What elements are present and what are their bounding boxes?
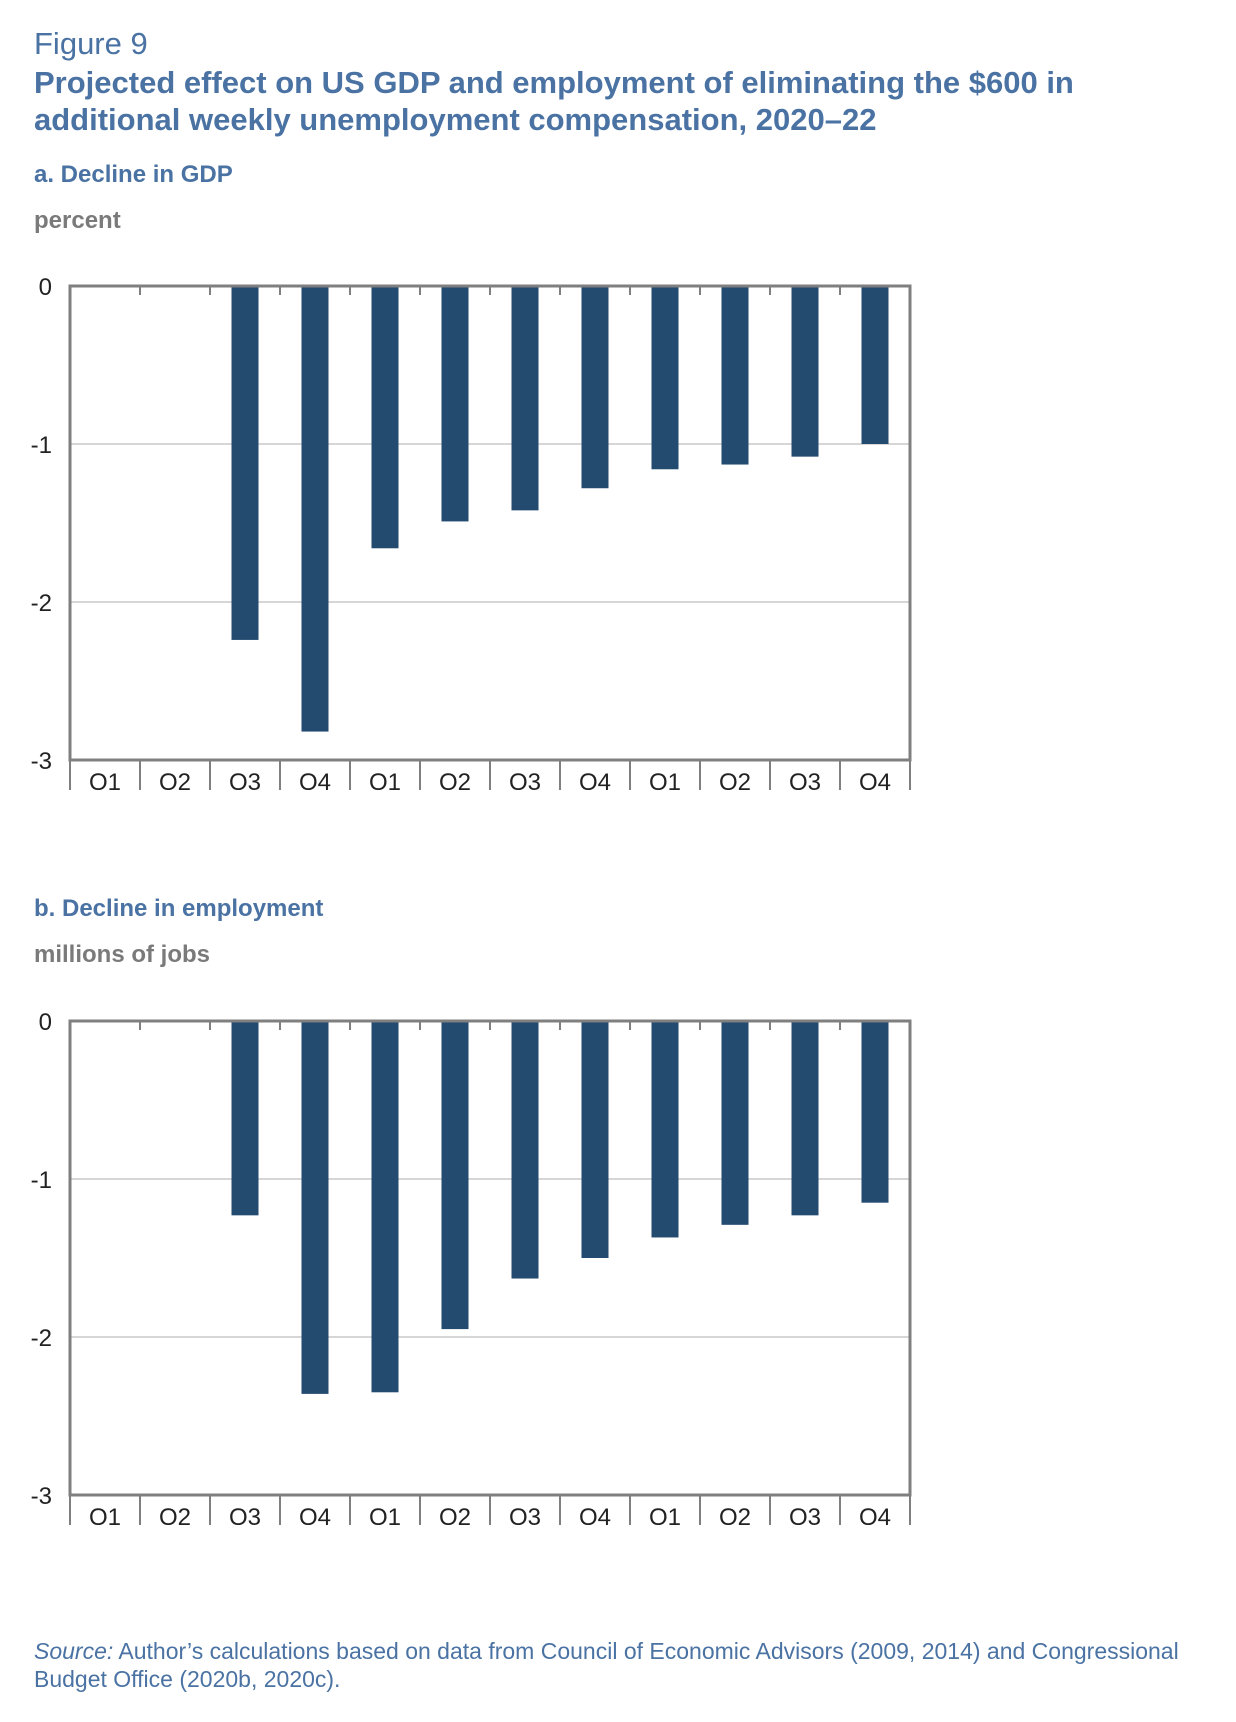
- bar-2022-q3: [791, 286, 819, 457]
- x-tick-label: Q1: [89, 769, 121, 790]
- source-text: Author’s calculations based on data from…: [34, 1638, 1179, 1692]
- bar-2022-q4: [861, 1021, 889, 1203]
- x-tick-label: Q2: [159, 769, 191, 790]
- bar-2021-q4: [581, 286, 609, 489]
- x-tick-label: Q3: [509, 1504, 541, 1525]
- figure-title: Projected effect on US GDP and employmen…: [34, 65, 1074, 137]
- source-prefix: Source:: [34, 1638, 114, 1664]
- x-tick-label: Q4: [579, 1504, 611, 1525]
- plot-frame: [68, 284, 912, 762]
- x-tick-label: Q4: [299, 769, 331, 790]
- bar-2022-q1: [651, 1021, 679, 1238]
- y-tick-label: -2: [31, 1325, 52, 1352]
- x-tick-label: Q2: [719, 769, 751, 790]
- bar-2022-q1: [651, 286, 679, 470]
- x-tick-label: Q1: [369, 1504, 401, 1525]
- x-tick-label: Q4: [299, 1504, 331, 1525]
- x-tick-label: Q2: [439, 769, 471, 790]
- panel-b-title: b. Decline in employment: [34, 895, 324, 922]
- bar-2022-q2: [721, 1021, 749, 1225]
- x-tick-label: Q3: [229, 1504, 261, 1525]
- plot-frame: [68, 1019, 912, 1497]
- x-tick-label: Q2: [159, 1504, 191, 1525]
- bar-2021-q3: [511, 286, 539, 511]
- y-tick-label: -2: [31, 590, 52, 617]
- y-tick-label: -3: [31, 1483, 52, 1510]
- bar-2022-q4: [861, 286, 889, 444]
- bar-2021-q3: [511, 1021, 539, 1279]
- bar-2021-q4: [581, 1021, 609, 1258]
- bar-2020-q4: [301, 1021, 329, 1394]
- x-tick-label: Q1: [649, 1504, 681, 1525]
- y-tick-label: 0: [39, 1009, 52, 1036]
- bar-2020-q3: [231, 286, 259, 640]
- x-tick-label: Q3: [789, 1504, 821, 1525]
- bar-2022-q3: [791, 1021, 819, 1216]
- x-tick-label: Q1: [649, 769, 681, 790]
- y-tick-label: -1: [31, 432, 52, 459]
- x-tick-label: Q4: [579, 769, 611, 790]
- bar-2021-q2: [441, 1021, 469, 1330]
- bar-2020-q3: [231, 1021, 259, 1216]
- figure-label: Figure 9: [34, 26, 148, 61]
- x-tick-label: Q3: [229, 769, 261, 790]
- x-tick-label: Q3: [789, 769, 821, 790]
- employment-decline-chart: 0-1-2-3Q1Q2Q3Q4Q1Q2Q3Q4Q1Q2Q3Q4202020212…: [31, 1009, 912, 1525]
- panel-a-unit-label: percent: [34, 207, 121, 234]
- x-tick-label: Q1: [369, 769, 401, 790]
- y-tick-label: 0: [39, 274, 52, 301]
- bar-2021-q1: [371, 1021, 399, 1393]
- x-tick-label: Q3: [509, 769, 541, 790]
- bar-2021-q1: [371, 286, 399, 549]
- x-tick-label: Q2: [439, 1504, 471, 1525]
- x-tick-label: Q4: [859, 769, 891, 790]
- x-tick-label: Q1: [89, 1504, 121, 1525]
- panel-b-unit-label: millions of jobs: [34, 941, 211, 968]
- x-tick-label: Q2: [719, 1504, 751, 1525]
- source-note: Source: Author’s calculations based on d…: [34, 1637, 1214, 1693]
- y-tick-label: -1: [31, 1167, 52, 1194]
- bar-2020-q4: [301, 286, 329, 732]
- y-tick-label: -3: [31, 748, 52, 775]
- panel-a-title: a. Decline in GDP: [34, 161, 233, 188]
- x-tick-label: Q4: [859, 1504, 891, 1525]
- bar-2022-q2: [721, 286, 749, 465]
- bar-2021-q2: [441, 286, 469, 522]
- gdp-decline-chart: 0-1-2-3Q1Q2Q3Q4Q1Q2Q3Q4Q1Q2Q3Q4202020212…: [31, 274, 912, 790]
